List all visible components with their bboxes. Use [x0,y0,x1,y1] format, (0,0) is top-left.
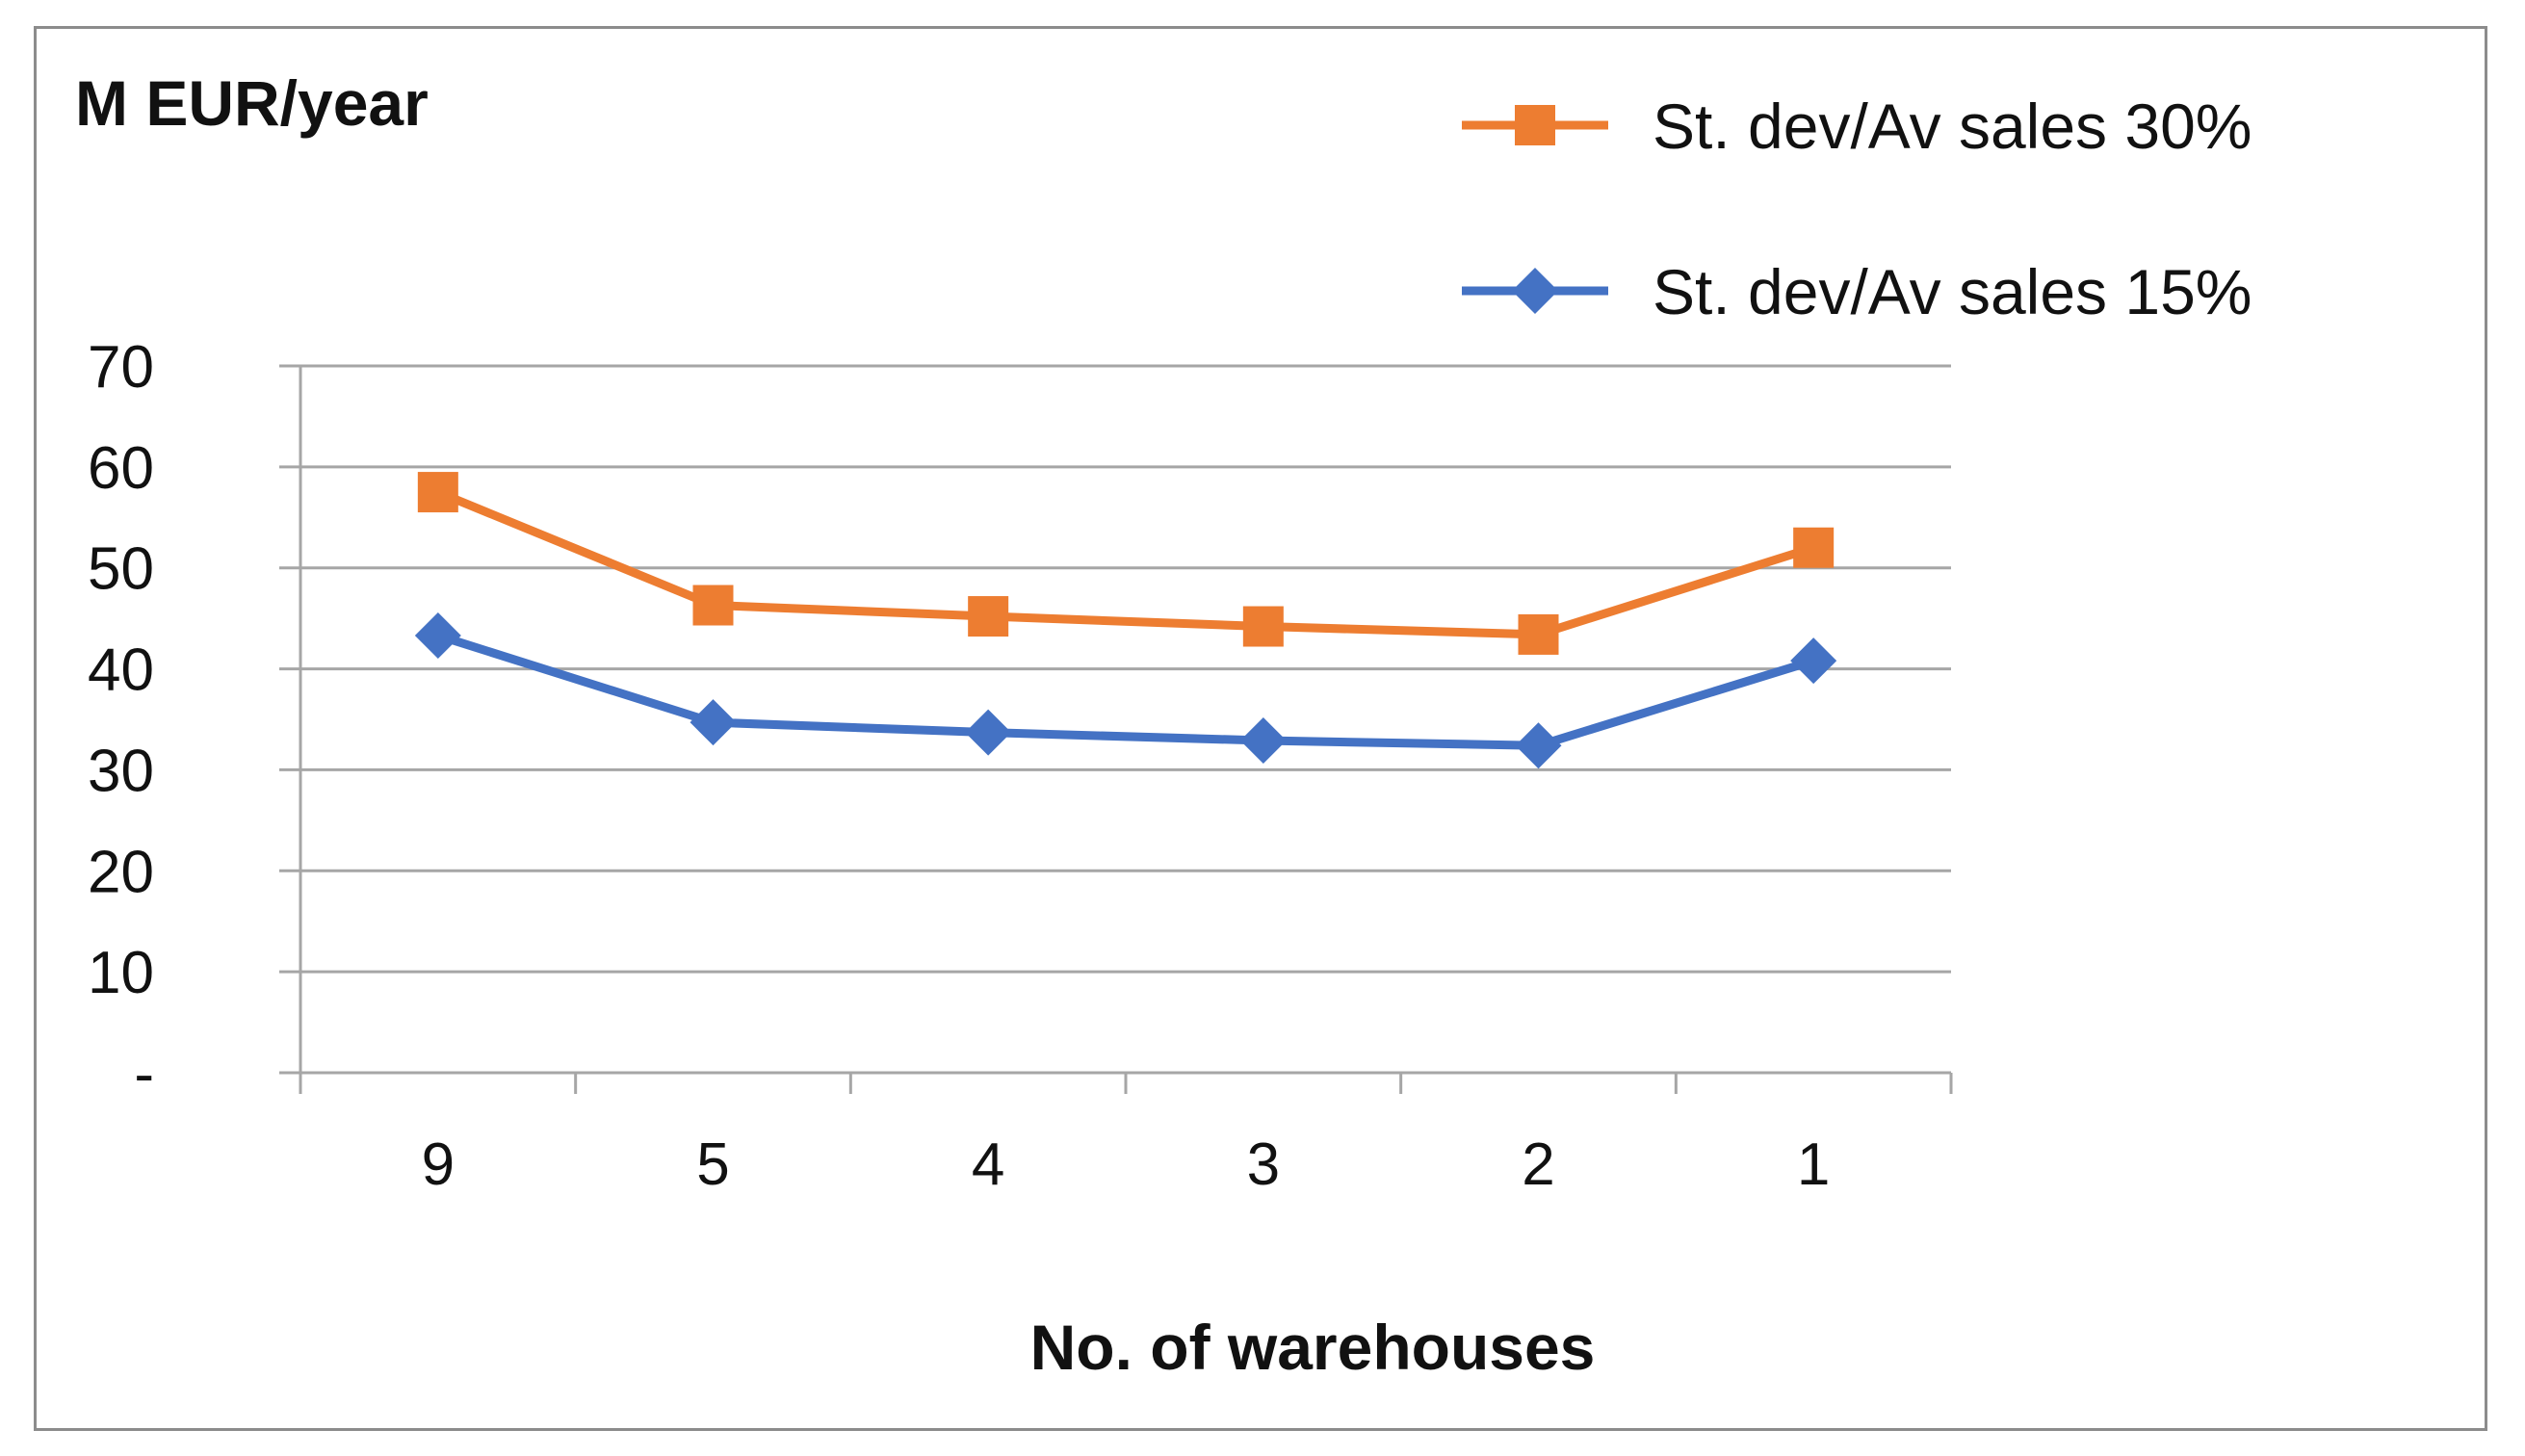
y-tick-label-50: 50 [88,536,154,603]
series-1-point-4 [968,596,1009,637]
series [414,472,1837,769]
series-1-point-1 [1793,527,1835,568]
series-2-point-4 [965,709,1012,756]
x-tick-label-9: 9 [422,1131,455,1198]
series-2-point-1 [1790,637,1837,685]
line-chart: - 10 20 30 40 50 60 70 9 5 4 3 2 1 M EUR/year No. of… [75,67,2252,1383]
series-2-point-5 [690,699,737,746]
x-tick-label-1: 1 [1797,1131,1830,1198]
series-2-line [436,631,1815,750]
y-tick-label-20: 20 [88,839,154,905]
legend-item-2: St. dev/Av sales 15% [1462,256,2252,327]
x-tick-label-5: 5 [696,1131,729,1198]
x-tick-labels: 9 5 4 3 2 1 [422,1131,1831,1198]
legend-marker-1 [1515,105,1555,145]
x-tick-label-2: 2 [1522,1131,1554,1198]
series-1 [417,472,1835,655]
series-2-point-3 [1239,717,1287,765]
legend: St. dev/Av sales 30% St. dev/Av sales 15% [1462,91,2252,327]
legend-label-1: St. dev/Av sales 30% [1653,91,2252,162]
series-1-point-2 [1518,613,1559,655]
x-axis-title: No. of warehouses [1030,1312,1596,1383]
y-tick-label-0: - [134,1041,154,1107]
y-tick-label-40: 40 [88,637,154,704]
series-1-point-5 [692,585,734,626]
series-2 [414,611,1837,769]
x-tick-label-3: 3 [1247,1131,1280,1198]
y-tick-label-30: 30 [88,738,154,804]
x-tick-label-4: 4 [972,1131,1004,1198]
series-1-point-9 [417,472,458,513]
series-1-point-3 [1242,606,1284,647]
series-1-line [436,487,1815,639]
legend-item-1: St. dev/Av sales 30% [1462,91,2252,162]
series-2-point-2 [1515,722,1562,769]
legend-label-2: St. dev/Av sales 15% [1653,256,2252,327]
axes [279,366,1953,1094]
legend-marker-2 [1512,268,1558,314]
series-2-point-9 [414,611,461,659]
y-tick-label-10: 10 [88,940,154,1006]
y-axis-title: M EUR/year [75,67,429,139]
chart-frame: - 10 20 30 40 50 60 70 9 5 4 3 2 1 M EUR/year No. of… [34,26,2487,1431]
y-tick-labels: - 10 20 30 40 50 60 70 [88,334,154,1107]
y-tick-label-60: 60 [88,435,154,502]
y-tick-label-70: 70 [88,334,154,401]
